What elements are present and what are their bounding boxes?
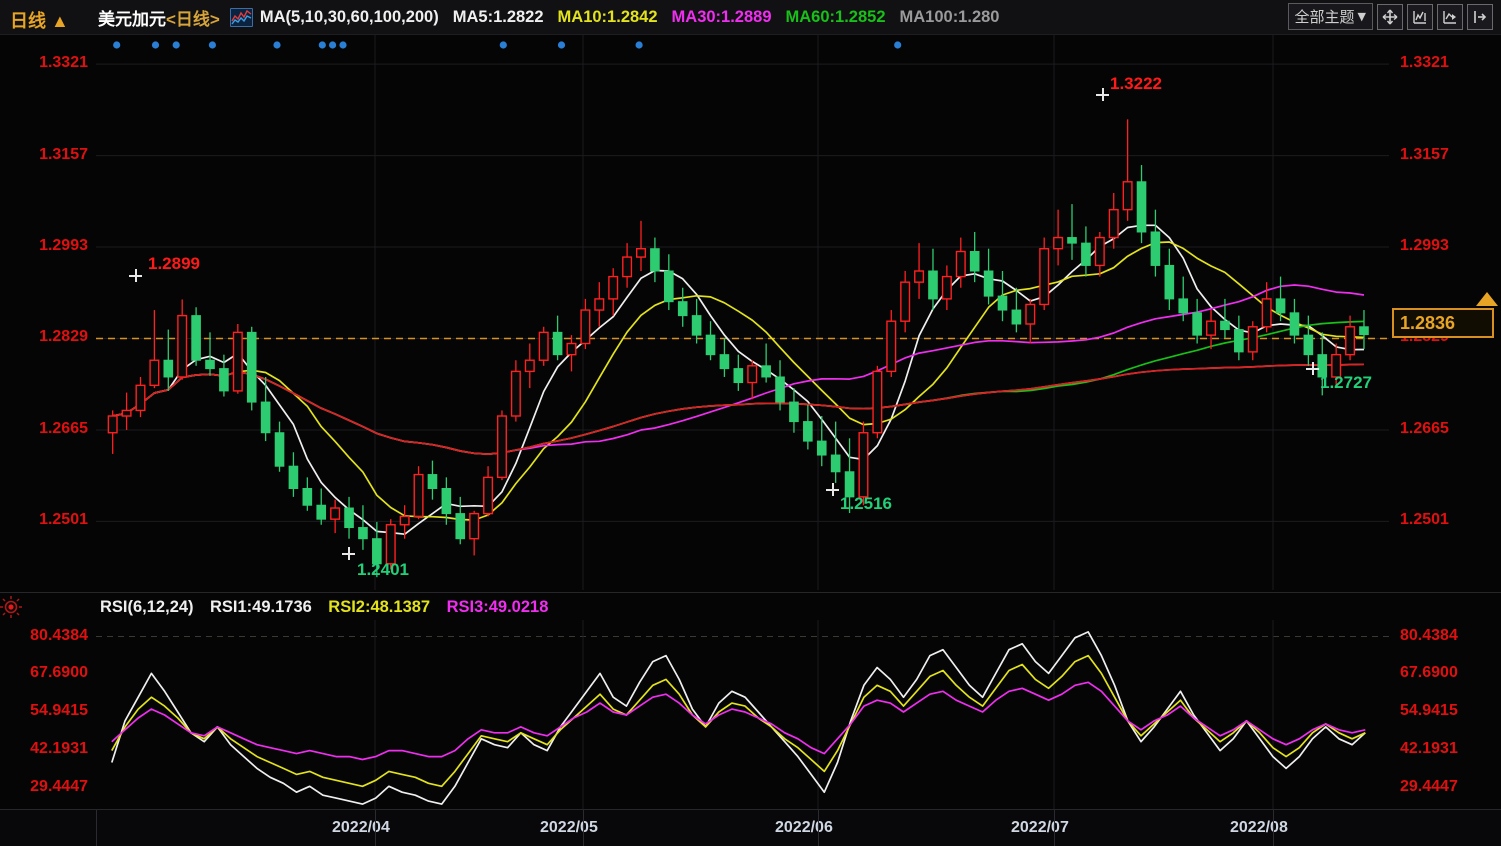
chart-footer-bar bbox=[0, 809, 1501, 846]
price-axis-left-tick: 1.2665 bbox=[39, 419, 88, 437]
ma30-value: MA30:1.2889 bbox=[671, 7, 772, 26]
price-axis-right-tick: 1.2501 bbox=[1400, 511, 1449, 529]
current-price-tag[interactable]: 1.2836 bbox=[1392, 308, 1494, 338]
annotation-low-bottom-marker bbox=[342, 547, 355, 560]
header-legend: 美元加元 <日线> MA(5,10,30,60,100,200) MA5:1.2… bbox=[0, 5, 1013, 30]
period-toggle-label: 日线 bbox=[10, 11, 46, 31]
annotation-low-mid: 1.2516 bbox=[840, 494, 892, 513]
rsi-chart-canvas bbox=[96, 620, 1389, 810]
chevron-down-icon: ▼ bbox=[1357, 10, 1366, 23]
annotation-high-peak-marker bbox=[1096, 88, 1109, 101]
date-axis-tick: 2022/06 bbox=[775, 819, 833, 836]
rsi-axis-right-tick: 80.4384 bbox=[1400, 626, 1458, 644]
annotation-low-right-marker bbox=[1306, 362, 1319, 375]
rsi-legend: RSI(6,12,24) RSI1:49.1736 RSI2:48.1387 R… bbox=[100, 598, 560, 617]
rsi1-value: RSI1:49.1736 bbox=[210, 598, 312, 616]
chart-toolbar: 全部主题 ▼ bbox=[1287, 3, 1493, 30]
ma60-value: MA60:1.2852 bbox=[785, 7, 886, 26]
panel-separator bbox=[0, 592, 1501, 593]
rsi-chart-panel[interactable] bbox=[96, 620, 1389, 810]
rsi-title: RSI(6,12,24) bbox=[100, 598, 194, 616]
rsi-axis-left-tick: 80.4384 bbox=[30, 626, 88, 644]
collapse-panel-icon[interactable] bbox=[1467, 3, 1493, 30]
rsi-axis-left-tick: 29.4447 bbox=[30, 777, 88, 795]
price-axis-left-tick: 1.2993 bbox=[39, 237, 88, 255]
theme-selector-label: 全部主题 bbox=[1294, 8, 1355, 26]
chart-align-left-icon[interactable] bbox=[1407, 3, 1433, 30]
date-axis-tick: 2022/04 bbox=[332, 819, 390, 836]
date-axis-divider bbox=[1054, 810, 1055, 846]
price-axis-left-tick: 1.3157 bbox=[39, 145, 88, 163]
theme-selector-dropdown[interactable]: 全部主题 ▼ bbox=[1287, 3, 1373, 30]
price-axis-left-tick: 1.3321 bbox=[39, 54, 88, 72]
chart-header-bar: 美元加元 <日线> MA(5,10,30,60,100,200) MA5:1.2… bbox=[0, 0, 1501, 35]
price-axis-right-tick: 1.2665 bbox=[1400, 419, 1449, 437]
price-chart-panel[interactable] bbox=[96, 34, 1389, 590]
rsi-axis-left-tick: 42.1931 bbox=[30, 740, 88, 758]
ma-config-label: MA(5,10,30,60,100,200) bbox=[259, 7, 439, 26]
date-axis-divider bbox=[1273, 810, 1274, 846]
rsi3-value: RSI3:49.0218 bbox=[446, 598, 549, 616]
date-axis-tick: 2022/05 bbox=[540, 819, 598, 836]
date-axis-tick: 2022/07 bbox=[1011, 819, 1069, 836]
annotation-low-right: 1.2727 bbox=[1320, 373, 1372, 392]
annotation-low-bottom: 1.2401 bbox=[357, 560, 409, 579]
record-dot-icon[interactable] bbox=[0, 596, 22, 618]
price-axis-right-tick: 1.3157 bbox=[1400, 145, 1449, 163]
rsi-axis-left-tick: 54.9415 bbox=[30, 702, 88, 720]
symbol-period: <日线> bbox=[166, 9, 220, 29]
annotation-high-peak: 1.3222 bbox=[1110, 74, 1162, 93]
price-axis-left-tick: 1.2501 bbox=[39, 511, 88, 529]
annotation-low-mid-marker bbox=[826, 483, 839, 496]
date-axis-divider bbox=[818, 810, 819, 846]
rsi-axis-right-tick: 67.6900 bbox=[1400, 664, 1458, 682]
date-axis-divider bbox=[96, 810, 97, 846]
date-axis-divider bbox=[375, 810, 376, 846]
rsi-axis-right-tick: 54.9415 bbox=[1400, 702, 1458, 720]
price-axis-left-tick: 1.2829 bbox=[39, 328, 88, 346]
annotation-high-left: 1.2899 bbox=[148, 254, 200, 273]
caret-up-icon: ▲ bbox=[51, 11, 69, 31]
annotation-high-left-marker bbox=[129, 269, 142, 282]
price-axis-right-tick: 1.3321 bbox=[1400, 54, 1449, 72]
ma-chart-icon[interactable] bbox=[229, 7, 253, 27]
rsi-axis-right-tick: 29.4447 bbox=[1400, 777, 1458, 795]
chart-align-right-icon[interactable] bbox=[1437, 3, 1463, 30]
price-chart-canvas bbox=[96, 34, 1389, 590]
date-axis-tick: 2022/08 bbox=[1230, 819, 1288, 836]
period-toggle[interactable]: 日线 ▲ bbox=[10, 7, 69, 33]
date-axis-divider bbox=[583, 810, 584, 846]
current-price-value: 1.2836 bbox=[1400, 312, 1456, 333]
rsi-axis-right-tick: 42.1931 bbox=[1400, 740, 1458, 758]
ma100-value: MA100:1.280 bbox=[899, 7, 1000, 26]
rsi-axis-left-tick: 67.6900 bbox=[30, 664, 88, 682]
current-price-arrow bbox=[1476, 292, 1498, 306]
ma5-value: MA5:1.2822 bbox=[452, 7, 544, 26]
price-axis-right-tick: 1.2993 bbox=[1400, 237, 1449, 255]
rsi2-value: RSI2:48.1387 bbox=[328, 598, 431, 616]
symbol-name: 美元加元 bbox=[98, 9, 166, 29]
ma10-value: MA10:1.2842 bbox=[557, 7, 658, 26]
move-crosshair-icon[interactable] bbox=[1377, 3, 1403, 30]
